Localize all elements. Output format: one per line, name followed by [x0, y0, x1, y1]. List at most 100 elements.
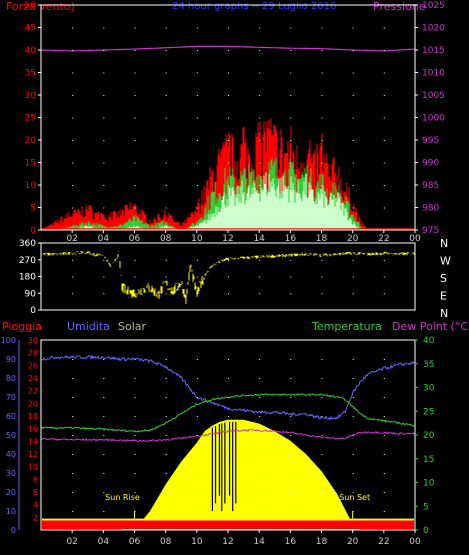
grid-dot [72, 276, 74, 278]
solar-area [41, 419, 415, 530]
grid-dot [165, 492, 167, 493]
time-tick-label: 20 [347, 537, 359, 547]
grid-dot [103, 140, 105, 141]
grid-dot [352, 27, 354, 29]
direction-tick-label: 360 [19, 239, 36, 249]
grid-dot [290, 378, 292, 379]
grid-dot [259, 416, 261, 417]
panel2-grid [72, 259, 385, 295]
grid-dot [321, 95, 323, 96]
direction-tick-label: 90 [25, 289, 37, 299]
grid-dot [259, 454, 261, 455]
grid-dot [321, 162, 323, 164]
grid-dot [72, 72, 74, 74]
grid-dot [259, 511, 261, 512]
time-tick-label: 20 [347, 234, 359, 244]
grid-dot [383, 473, 385, 474]
rain-tick-label: 90 [6, 355, 16, 364]
chart-layers: 0510152025303540455097598098599099510001… [1, 1, 451, 547]
grid-dot [321, 511, 323, 512]
time-tick-label: 18 [316, 234, 328, 244]
temperature-title-label: Temperatura [311, 320, 382, 333]
grid-dot [165, 473, 167, 474]
temp-tick-label: 15 [423, 455, 434, 465]
grid-dot [165, 454, 167, 455]
compass-label: N [440, 307, 448, 320]
grid-dot [72, 492, 74, 493]
time-tick-label: 16 [285, 537, 297, 547]
grid-dot [134, 50, 136, 51]
grid-dot [165, 293, 167, 295]
grid-dot [103, 293, 105, 295]
grid-dot [196, 95, 198, 96]
humidity-tick-label: 8 [33, 475, 38, 484]
grid-dot [72, 511, 74, 512]
rain-tick-label: 80 [6, 374, 16, 383]
grid-dot [259, 259, 261, 261]
grid-dot [165, 276, 167, 278]
direction-tick-label: 270 [19, 256, 36, 266]
grid-dot [134, 435, 136, 436]
grid-dot [290, 473, 292, 474]
grid-dot [196, 454, 198, 455]
humidity-tick-label: 22 [28, 387, 38, 396]
grid-dot [383, 454, 385, 455]
grid-dot [134, 27, 136, 29]
grid-dot [352, 259, 354, 261]
grid-dot [196, 473, 198, 474]
grid-dot [228, 454, 229, 455]
grid-dot [196, 207, 198, 209]
time-tick-label: 00 [409, 537, 421, 547]
humidity-tick-label: 2 [33, 513, 38, 522]
grid-dot [134, 359, 136, 360]
grid-dot [165, 207, 167, 209]
grid-dot [165, 259, 167, 261]
grid-dot [290, 72, 292, 74]
compass-label: S [440, 272, 447, 285]
temp-tick-label: 10 [423, 479, 435, 489]
humidity-tick-label: 20 [28, 399, 38, 408]
grid-dot [72, 259, 74, 261]
grid-dot [196, 185, 198, 186]
grid-dot [165, 95, 167, 96]
temp-tick-label: 40 [423, 336, 435, 346]
grid-dot [165, 140, 167, 141]
time-tick-label: 00 [409, 234, 421, 244]
grid-dot [321, 72, 323, 74]
dewpoint-title-label: Dew Point (°C) [392, 320, 469, 333]
grid-dot [290, 207, 292, 209]
grid-dot [103, 359, 105, 360]
panel1-grid [72, 27, 385, 209]
humidity-title-label: Umidita [67, 320, 110, 333]
grid-dot [321, 492, 323, 493]
grid-dot [196, 117, 198, 119]
humidity-tick-label: 6 [33, 488, 38, 497]
grid-dot [259, 185, 261, 186]
grid-dot [134, 162, 136, 164]
grid-dot [352, 293, 354, 295]
grid-dot [134, 293, 136, 295]
grid-dot [196, 435, 198, 436]
rain-tick-label: 70 [6, 393, 16, 402]
grid-dot [352, 162, 354, 164]
grid-dot [321, 140, 323, 141]
time-tick-label: 04 [98, 234, 110, 244]
direction-tick-label: 180 [19, 273, 36, 283]
grid-dot [228, 95, 229, 96]
grid-dot [259, 435, 261, 436]
grid-dot [259, 207, 261, 209]
grid-dot [321, 117, 323, 119]
wind-tick-label: 45 [25, 24, 36, 34]
wind-tick-label: 20 [25, 136, 37, 146]
grid-dot [290, 50, 292, 51]
grid-dot [165, 397, 167, 398]
temp-tick-label: 20 [423, 431, 435, 441]
grid-dot [134, 72, 136, 74]
wind-title-label: Forza vento) [6, 0, 75, 13]
pressure-tick-label: 980 [422, 204, 439, 214]
grid-dot [196, 293, 198, 295]
grid-dot [72, 95, 74, 96]
grid-dot [134, 95, 136, 96]
grid-dot [134, 378, 136, 379]
